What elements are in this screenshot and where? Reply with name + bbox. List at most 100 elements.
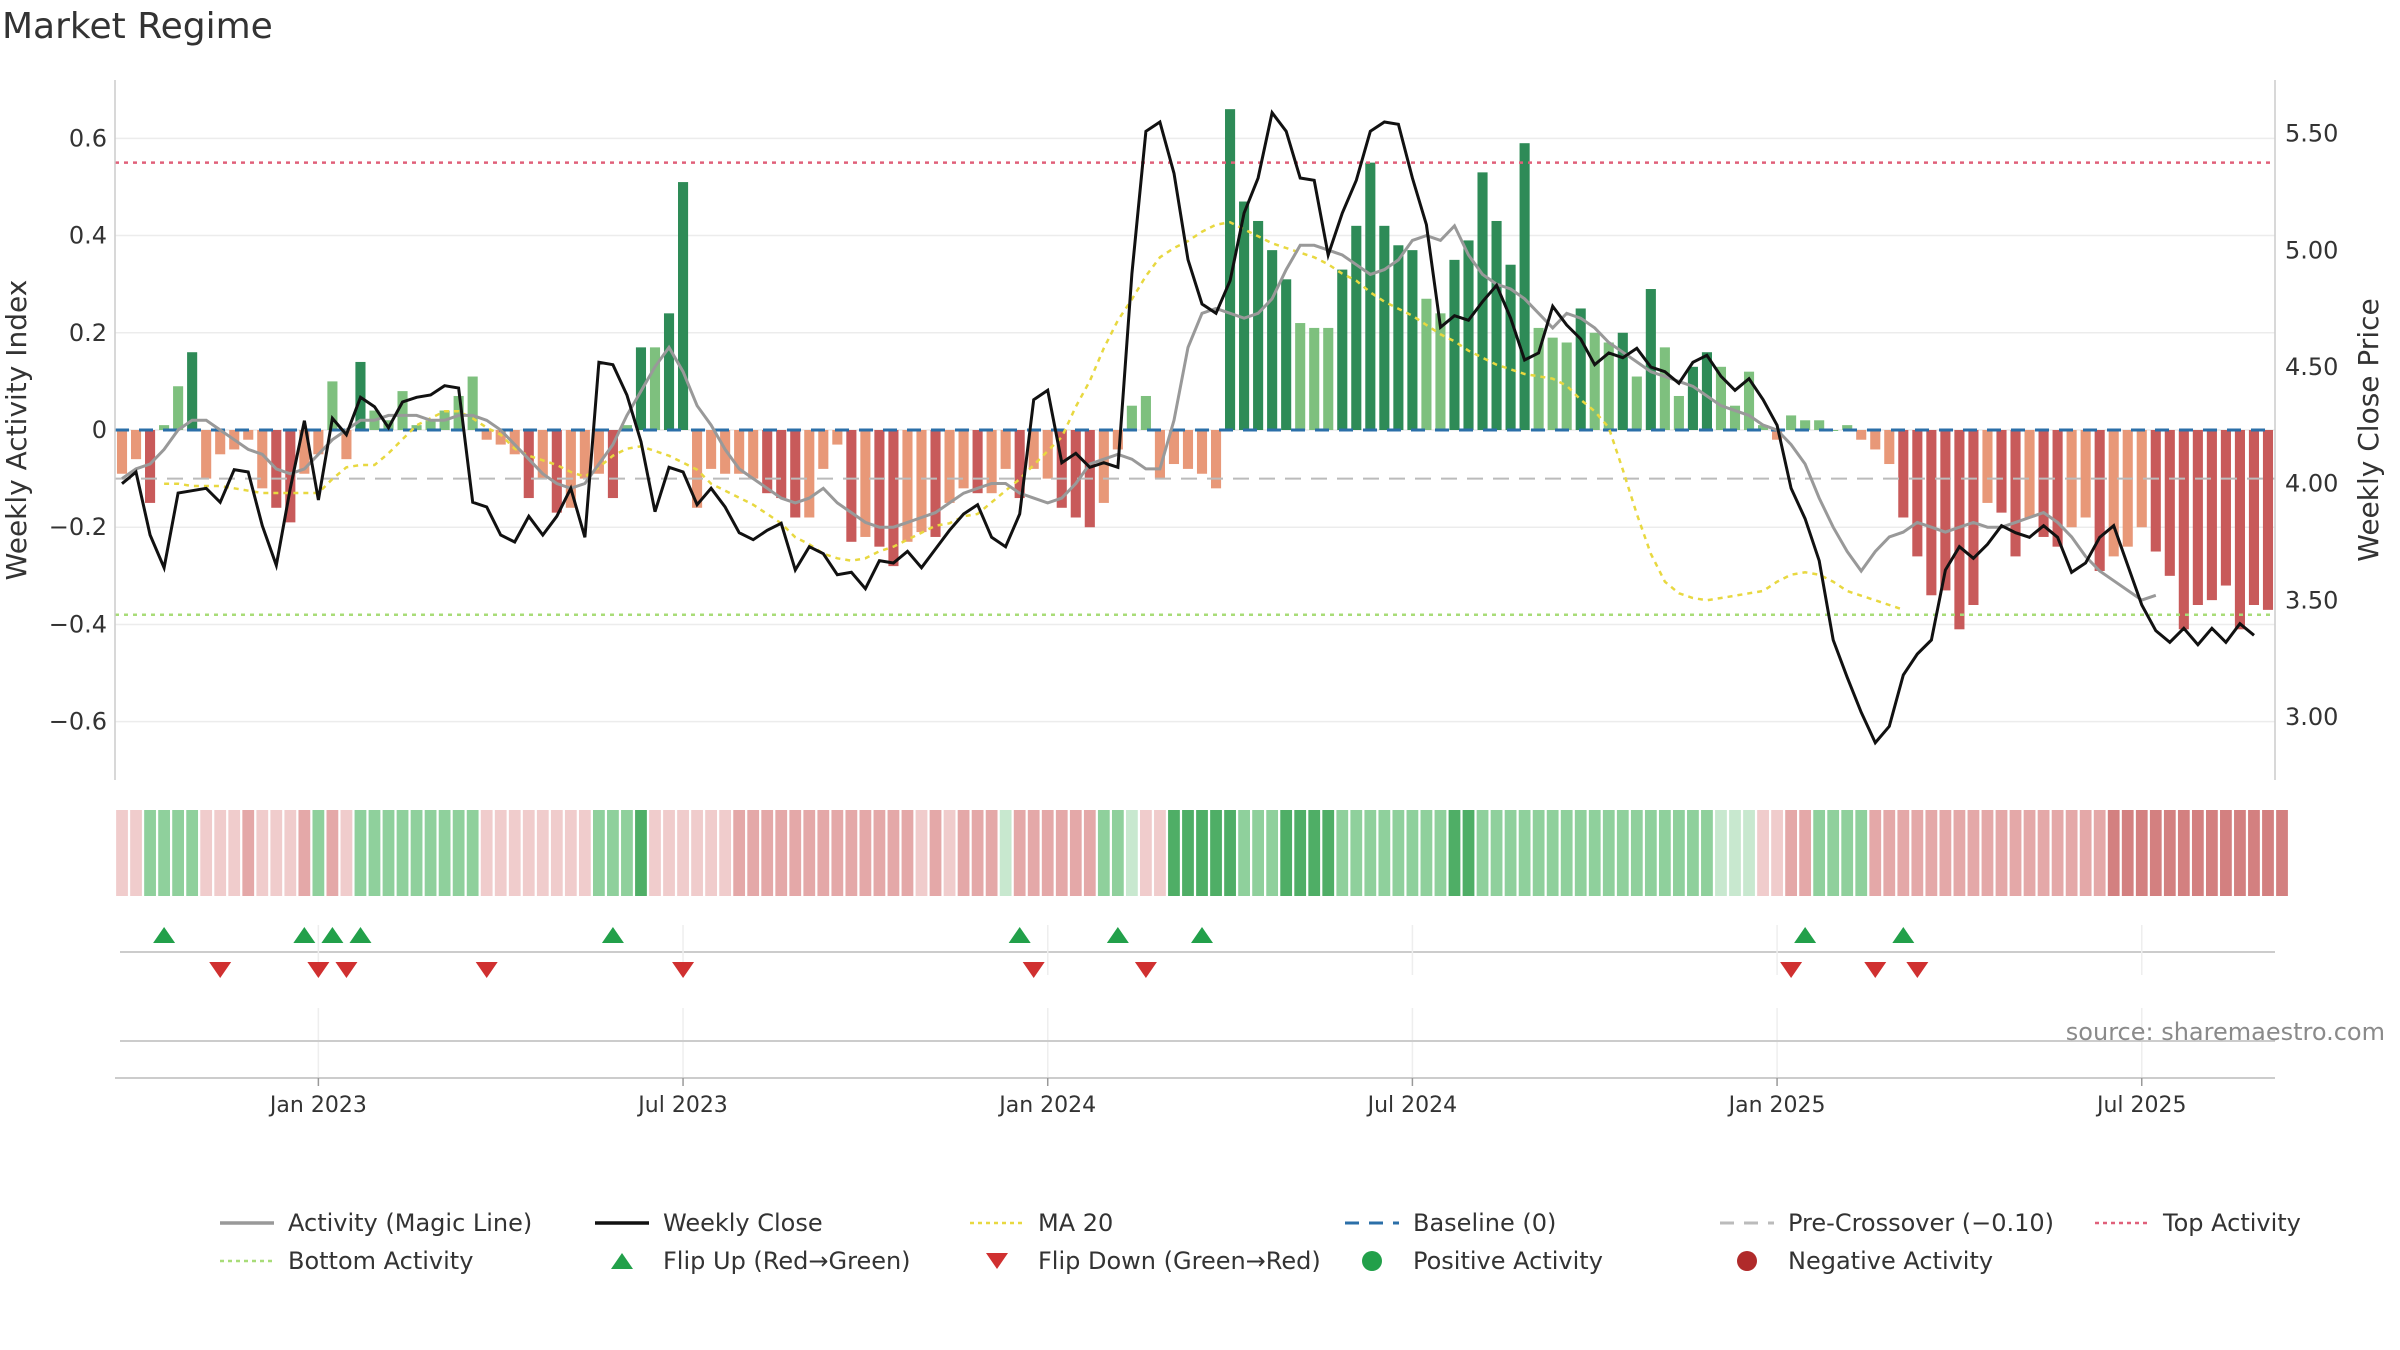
regime-strip-cell xyxy=(2107,810,2120,896)
regime-strip-cell xyxy=(1939,810,1952,896)
regime-strip-cell xyxy=(200,810,213,896)
legend-label: Flip Down (Green→Red) xyxy=(1038,1247,1321,1275)
legend-label: Bottom Activity xyxy=(288,1247,474,1275)
regime-strip-cell xyxy=(256,810,269,896)
regime-strip-cell xyxy=(1055,810,1068,896)
activity-bar xyxy=(734,430,745,474)
axes: −0.6 −0.4 −0.2 0 0.2 0.4 0.6 3.00 3.50 4.00 4.50 5.… xyxy=(0,80,2385,780)
activity-bar xyxy=(551,430,562,513)
activity-bar xyxy=(1393,245,1404,430)
activity-bar xyxy=(2108,430,2119,557)
legend-label: Weekly Close xyxy=(663,1209,823,1237)
legend-item: Negative Activity xyxy=(1718,1246,1993,1276)
activity-bar xyxy=(776,430,787,499)
legend-item: Flip Down (Green→Red) xyxy=(968,1246,1321,1276)
regime-strip-cell xyxy=(1644,810,1657,896)
regime-strip-cell xyxy=(522,810,535,896)
regime-strip-cell xyxy=(1125,810,1138,896)
activity-bar xyxy=(1112,430,1123,450)
regime-strip-cell xyxy=(1743,810,1755,896)
x-tick-label: Jan 2024 xyxy=(997,1093,1096,1118)
activity-bar xyxy=(1210,430,1222,489)
regime-strip-cell xyxy=(340,810,353,896)
activity-bar xyxy=(187,352,198,430)
flip-down-marker xyxy=(1022,962,1045,978)
regime-strip-cell xyxy=(649,810,661,896)
regime-strip-cell xyxy=(2023,810,2036,896)
regime-strip-cell xyxy=(326,810,339,896)
activity-bar xyxy=(397,391,408,430)
activity-bar xyxy=(1182,430,1194,469)
activity-bar xyxy=(1267,250,1278,430)
regime-strip-cell xyxy=(1238,810,1250,896)
activity-bar xyxy=(1028,430,1039,469)
flip-down-marker xyxy=(307,962,330,978)
circle-marker-icon xyxy=(1362,1251,1382,1271)
regime-strip-cell xyxy=(901,810,914,896)
activity-bar xyxy=(818,430,829,469)
activity-bar xyxy=(846,430,857,542)
y2-tick-label: 5.50 xyxy=(2285,120,2338,148)
activity-bar xyxy=(888,430,899,567)
regime-strip-cell xyxy=(1715,810,1727,896)
regime-strip-cell xyxy=(1771,810,1783,896)
regime-strip-cell xyxy=(2093,810,2106,896)
activity-bar xyxy=(916,430,927,533)
activity-bar xyxy=(243,430,254,440)
activity-bar xyxy=(1870,430,1881,450)
y2-tick-label: 5.00 xyxy=(2285,236,2338,264)
activity-bar xyxy=(1561,342,1572,430)
activity-bar xyxy=(495,430,506,445)
legend-item: Activity (Magic Line) xyxy=(218,1208,532,1238)
activity-bar xyxy=(2024,430,2035,518)
activity-bar xyxy=(2192,430,2203,605)
regime-strip-cell xyxy=(284,810,297,896)
activity-bar xyxy=(1365,162,1376,430)
regime-strip-cell xyxy=(775,810,788,896)
regime-strip-cell xyxy=(1504,810,1517,896)
dotted-line-icon xyxy=(2095,1221,2149,1225)
activity-bar xyxy=(2136,430,2147,528)
regime-strip-cell xyxy=(971,810,984,896)
legend-label: Pre-Crossover (−0.10) xyxy=(1788,1209,2055,1237)
regime-strip-cell xyxy=(1406,810,1419,896)
regime-strip-cell xyxy=(1097,810,1110,896)
regime-strip-cell xyxy=(1083,810,1096,896)
activity-bar xyxy=(1940,430,1951,591)
y-tick-label: 0.2 xyxy=(69,319,107,347)
legend-item: Top Activity xyxy=(2093,1208,2301,1238)
regime-strip-cell xyxy=(859,810,872,896)
legend-label: Baseline (0) xyxy=(1413,1209,1557,1237)
legend-label: Flip Up (Red→Green) xyxy=(663,1247,911,1275)
activity-bar xyxy=(1884,430,1895,465)
flip-up-marker xyxy=(349,927,372,943)
regime-strip-cell xyxy=(2234,810,2246,896)
regime-strip-cell xyxy=(2135,810,2148,896)
regime-strip-cell xyxy=(1476,810,1489,896)
regime-strip-cell xyxy=(1673,810,1685,896)
activity-bar xyxy=(593,430,604,474)
activity-bar xyxy=(1463,240,1474,430)
regime-strip-cell xyxy=(2037,810,2050,896)
activity-bar xyxy=(411,425,422,430)
activity-bar xyxy=(201,430,212,479)
dotted-line-icon xyxy=(970,1221,1024,1225)
activity-bar xyxy=(1379,225,1390,430)
regime-strip-cell xyxy=(2149,810,2162,896)
activity-bar xyxy=(1575,308,1586,430)
activity-bar xyxy=(1140,395,1151,430)
activity-bar xyxy=(523,430,534,499)
x-tick-label: Jul 2024 xyxy=(1366,1093,1458,1118)
regime-strip-cell xyxy=(2079,810,2092,896)
legend-label: Negative Activity xyxy=(1788,1247,1994,1275)
regime-strip-cell xyxy=(410,810,423,896)
activity-bar xyxy=(1519,143,1530,430)
dashed-line-icon xyxy=(1345,1221,1399,1225)
regime-strip-cell xyxy=(186,810,199,896)
activity-bar xyxy=(1954,430,1965,630)
regime-strip-cell xyxy=(1729,810,1741,896)
dotted-line-icon xyxy=(220,1259,274,1263)
regime-strip-cell xyxy=(1518,810,1531,896)
x-tick-label: Jan 2023 xyxy=(268,1093,367,1118)
